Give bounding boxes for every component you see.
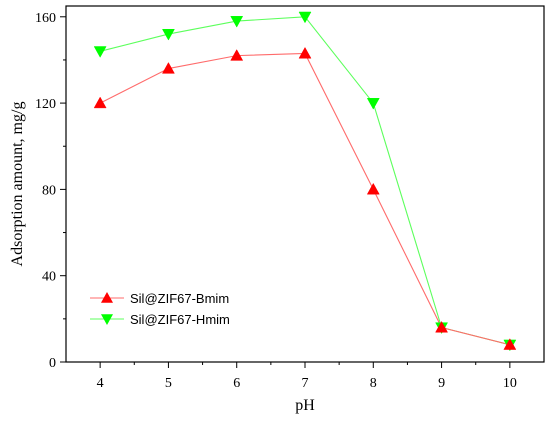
x-axis-title: pH: [295, 397, 315, 414]
legend: Sil@ZIF67-Bmim Sil@ZIF67-Hmim: [90, 291, 230, 327]
data-point-bmim: [435, 320, 448, 333]
x-tick-label: 10: [503, 376, 517, 391]
x-tick-label: 6: [233, 376, 240, 391]
data-point-hmim: [366, 98, 380, 110]
data-point-bmim: [162, 62, 175, 74]
data-point-bmim: [93, 96, 107, 109]
data-point-bmim: [230, 49, 244, 61]
x-tick-label: 4: [97, 376, 104, 391]
x-tick-label: 5: [165, 376, 172, 391]
data-point-hmim: [230, 16, 244, 28]
x-tick-label: 7: [302, 376, 309, 391]
y-tick-label: 160: [35, 11, 56, 26]
y-tick-label: 0: [49, 356, 56, 371]
x-tick-label: 9: [438, 376, 445, 391]
legend-label-bmim: Sil@ZIF67-Bmim: [130, 291, 229, 306]
x-tick-label: 8: [370, 376, 377, 391]
y-axis-title: Adsorption amount, mg/g: [9, 102, 26, 267]
legend-marker-hmim: [101, 314, 113, 325]
data-point-hmim: [162, 28, 175, 41]
data-point-bmim: [298, 46, 312, 59]
data-point-bmim: [366, 182, 380, 195]
y-tick-label: 40: [42, 270, 56, 285]
plot-frame: [65, 5, 545, 363]
y-tick-label: 120: [35, 97, 56, 112]
legend-item-bmim: Sil@ZIF67-Bmim: [90, 291, 229, 306]
legend-item-hmim: Sil@ZIF67-Hmim: [90, 312, 230, 327]
data-point-bmim: [503, 338, 517, 350]
legend-label-hmim: Sil@ZIF67-Hmim: [130, 312, 230, 327]
data-point-hmim: [93, 46, 107, 58]
legend-marker-bmim: [101, 292, 113, 303]
y-tick-label: 80: [42, 183, 56, 198]
data-point-hmim: [298, 11, 312, 24]
